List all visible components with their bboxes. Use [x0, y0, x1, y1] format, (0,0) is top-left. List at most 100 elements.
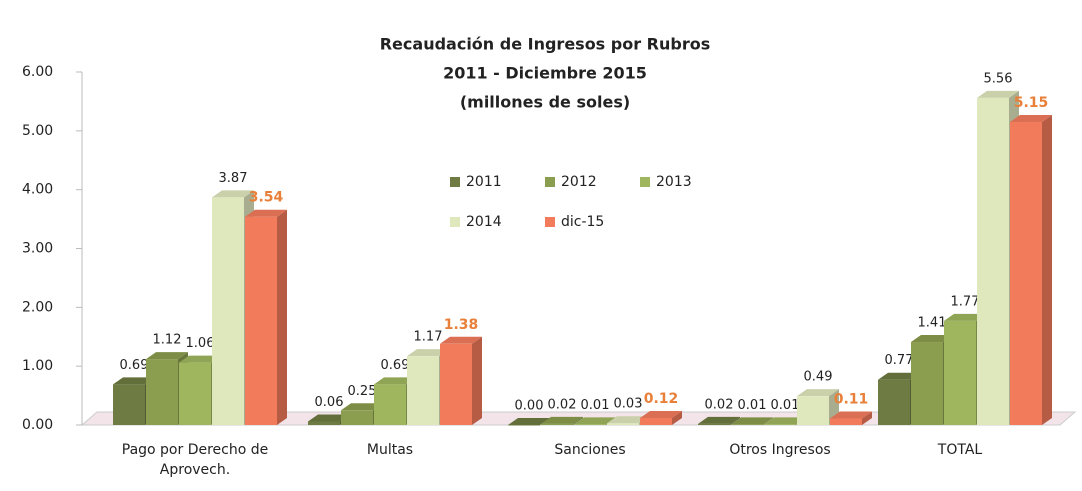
legend-label: dic-15	[561, 214, 604, 230]
bar-side	[1042, 115, 1052, 425]
legend-swatch	[545, 177, 555, 187]
bar	[640, 417, 672, 425]
bar-top	[944, 313, 986, 321]
bar	[797, 396, 829, 425]
bar	[1010, 122, 1042, 425]
value-label: 1.12	[153, 333, 182, 348]
value-label: 1.17	[414, 330, 443, 345]
bar	[407, 356, 439, 425]
value-label: 5.15	[1014, 95, 1049, 111]
value-label: 0.00	[515, 399, 544, 414]
x-tick-label: Pago por Derecho de Aprovech.	[121, 442, 269, 478]
bar-top	[830, 411, 872, 419]
y-tick-label: 1.00	[22, 358, 53, 374]
bar-side	[672, 410, 682, 425]
bar-top	[146, 352, 188, 360]
bar-top	[440, 336, 482, 344]
bar	[977, 97, 1009, 426]
bar-top	[977, 90, 1019, 98]
value-label: 0.11	[834, 392, 869, 408]
bar-top	[878, 372, 920, 380]
x-tick-label: Sanciones	[554, 442, 626, 458]
bar-side	[862, 411, 872, 425]
bar	[341, 410, 373, 425]
bar-side	[472, 336, 482, 425]
bar	[245, 216, 277, 425]
bar	[830, 418, 862, 425]
value-label: 0.01	[738, 398, 767, 413]
bar-top	[245, 209, 287, 217]
bar-top	[374, 377, 416, 385]
bar	[308, 421, 340, 425]
value-label: 0.77	[885, 353, 914, 368]
y-tick-label: 0.00	[22, 417, 53, 433]
bar-top	[574, 417, 616, 425]
value-label: 1.77	[951, 294, 980, 309]
bar	[731, 424, 763, 425]
bar-top	[797, 389, 839, 397]
x-tick-label: Otros Ingresos	[729, 442, 831, 458]
legend-swatch	[545, 217, 555, 227]
legend-label: 2012	[561, 174, 597, 190]
bar-top	[731, 417, 773, 425]
bar-top	[764, 417, 806, 425]
value-label: 0.01	[771, 398, 800, 413]
bar-top	[541, 416, 583, 424]
bar-top	[607, 416, 649, 424]
value-label: 0.69	[381, 358, 410, 373]
value-label: 1.38	[444, 317, 479, 333]
bar	[113, 384, 145, 425]
bar-top	[698, 416, 740, 424]
x-tick-label: TOTAL	[937, 442, 983, 458]
x-tick-label: Multas	[366, 442, 414, 458]
legend-swatch	[640, 177, 650, 187]
bar-top	[179, 355, 221, 363]
bar-top	[113, 377, 155, 385]
value-label: 0.02	[548, 397, 577, 412]
legend-label: 2011	[466, 174, 502, 190]
chart-subtitle: 2011 - Diciembre 2015	[443, 64, 647, 83]
value-label: 3.54	[249, 190, 284, 206]
value-label: 0.01	[581, 398, 610, 413]
bar-top	[407, 349, 449, 357]
bar-top	[508, 418, 550, 425]
bar	[541, 423, 573, 425]
bar	[440, 343, 472, 425]
value-label: 0.12	[644, 391, 679, 407]
bar-top	[212, 190, 254, 198]
bar-top	[640, 410, 682, 418]
bar	[146, 359, 178, 425]
y-tick-label: 5.00	[22, 123, 53, 139]
bar	[574, 424, 606, 425]
legend-label: 2013	[656, 174, 692, 190]
bar	[878, 379, 910, 425]
y-tick-label: 2.00	[22, 299, 53, 315]
bar	[607, 423, 639, 425]
value-label: 0.06	[315, 395, 344, 410]
legend-swatch	[450, 177, 460, 187]
legend-label: 2014	[466, 214, 502, 230]
bar	[944, 320, 976, 425]
legend-swatch	[450, 217, 460, 227]
value-label: 0.49	[804, 370, 833, 385]
value-label: 3.87	[219, 171, 248, 186]
value-label: 0.69	[120, 358, 149, 373]
value-label: 0.03	[614, 397, 643, 412]
bar	[179, 362, 211, 425]
value-label: 0.25	[348, 384, 377, 399]
y-tick-label: 6.00	[22, 64, 53, 80]
bar-top	[1010, 115, 1052, 123]
bar	[764, 424, 796, 425]
chart-title: Recaudación de Ingresos por Rubros	[380, 35, 711, 54]
value-label: 5.56	[984, 71, 1013, 86]
bar-side	[730, 416, 740, 425]
value-label: 0.02	[705, 397, 734, 412]
bar-side	[277, 209, 287, 425]
bar-top	[911, 335, 953, 343]
bar-side	[573, 416, 583, 425]
bar-top	[308, 414, 350, 422]
chart-subtitle: (millones de soles)	[460, 93, 630, 112]
bar	[698, 423, 730, 425]
